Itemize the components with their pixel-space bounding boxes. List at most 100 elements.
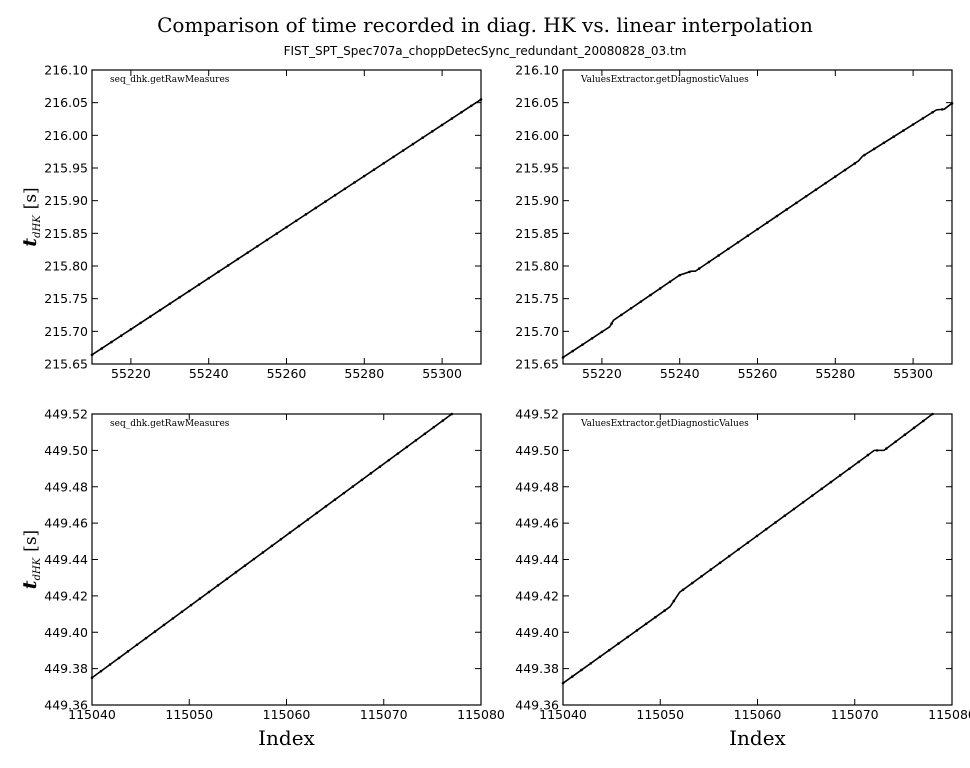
data-point — [99, 669, 103, 673]
y-axis-label-unit: [s] — [21, 530, 41, 552]
data-point — [288, 531, 292, 534]
data-point — [171, 617, 175, 620]
panel-label: ValuesExtractor.getDiagnosticValues — [580, 75, 749, 85]
x-tick-label: 55260 — [267, 366, 307, 381]
data-point — [678, 273, 681, 277]
data-point — [100, 347, 104, 350]
y-tick-label: 215.70 — [44, 324, 88, 339]
data-point — [460, 110, 463, 114]
data-point — [912, 426, 916, 430]
data-point — [236, 257, 240, 261]
x-tick-label: 55260 — [738, 366, 778, 381]
data-point — [207, 276, 210, 280]
x-tick-label: 115050 — [636, 707, 684, 722]
series-line — [562, 413, 934, 684]
data-point — [801, 500, 805, 504]
panel-label: seq_dhk.getRawMeasures — [110, 419, 230, 429]
data-point — [875, 449, 879, 452]
data-point — [261, 551, 265, 554]
data-point — [746, 541, 750, 544]
data-point — [681, 588, 685, 592]
data-point — [363, 174, 366, 178]
data-point — [843, 168, 847, 172]
data-point — [607, 648, 611, 652]
panel-label: ValuesExtractor.getDiagnosticValues — [580, 419, 749, 429]
data-point — [234, 570, 238, 574]
data-point — [700, 574, 703, 578]
data-point — [216, 584, 220, 587]
y-tick-label: 449.46 — [515, 516, 559, 531]
data-point — [351, 485, 355, 488]
data-point — [411, 142, 415, 146]
data-point — [718, 561, 722, 565]
panel-bottom-right: 449.36 449.38 449.40 449.42 449.44 449.46 449.… — [515, 407, 970, 751]
panel-top-right: 215.65 215.70 215.75 215.80 215.85 215.90 215.… — [515, 63, 954, 381]
data-point — [153, 630, 157, 633]
data-point — [580, 668, 583, 672]
y-tick-label: 449.38 — [515, 661, 559, 676]
y-axis-label-symbol: t — [19, 238, 41, 247]
data-point — [414, 439, 418, 442]
y-tick-label: 215.85 — [515, 226, 559, 241]
data-point — [440, 123, 444, 127]
data-point — [353, 181, 356, 184]
data-point — [324, 200, 327, 203]
data-point — [737, 548, 740, 551]
data-point — [834, 175, 837, 178]
x-tick-label: 115040 — [68, 707, 116, 722]
data-point — [304, 213, 308, 216]
data-point — [746, 234, 750, 238]
y-tick-label: 449.42 — [44, 588, 88, 603]
data-point — [629, 306, 633, 310]
data-point — [727, 247, 730, 251]
data-point — [903, 433, 907, 437]
data-point — [688, 270, 691, 274]
data-point — [785, 208, 788, 211]
plot-frame — [562, 413, 953, 706]
data-point — [792, 507, 796, 511]
data-point — [902, 129, 905, 132]
figure-title: Comparison of time recorded in diag. HK … — [157, 13, 813, 37]
data-point — [252, 557, 256, 561]
panel-label: seq_dhk.getRawMeasures — [110, 75, 230, 85]
data-point — [382, 161, 386, 165]
x-tick-label: 55220 — [582, 366, 622, 381]
data-point — [144, 636, 148, 640]
data-point — [610, 322, 613, 325]
data-point — [774, 521, 777, 524]
data-point — [450, 117, 454, 120]
y-axis-label: tdHK [s] — [19, 187, 43, 246]
data-point — [892, 135, 895, 139]
data-point — [110, 340, 113, 344]
data-point — [392, 155, 395, 159]
data-point — [401, 149, 405, 152]
data-point — [783, 514, 787, 518]
y-tick-label: 215.65 — [515, 357, 559, 372]
data-point — [387, 458, 391, 462]
data-point — [882, 141, 886, 145]
data-point — [197, 283, 201, 286]
y-tick-label: 449.36 — [515, 698, 559, 713]
data-point — [119, 334, 123, 337]
data-point — [644, 622, 648, 626]
y-axis-label-subscript: dHK — [32, 215, 43, 238]
data-point — [178, 296, 181, 299]
y-tick-label: 215.75 — [44, 291, 88, 306]
plot-frame — [91, 413, 482, 706]
data-point — [139, 321, 142, 325]
y-tick-label: 215.95 — [515, 161, 559, 176]
panel-bottom-left: 449.36 449.38 449.40 449.42 449.44 449.46 449.… — [19, 407, 505, 751]
data-point — [620, 313, 623, 317]
data-point — [117, 656, 121, 660]
data-point — [857, 460, 860, 464]
data-point — [570, 675, 574, 678]
data-point — [931, 110, 934, 114]
data-point — [294, 219, 298, 223]
data-point — [654, 615, 657, 619]
y-tick-label: 215.95 — [44, 161, 88, 176]
y-tick-label: 449.50 — [44, 443, 88, 458]
data-point — [423, 432, 427, 436]
data-point — [589, 662, 593, 665]
data-point — [246, 251, 249, 254]
x-tick-label: 115060 — [263, 707, 311, 722]
